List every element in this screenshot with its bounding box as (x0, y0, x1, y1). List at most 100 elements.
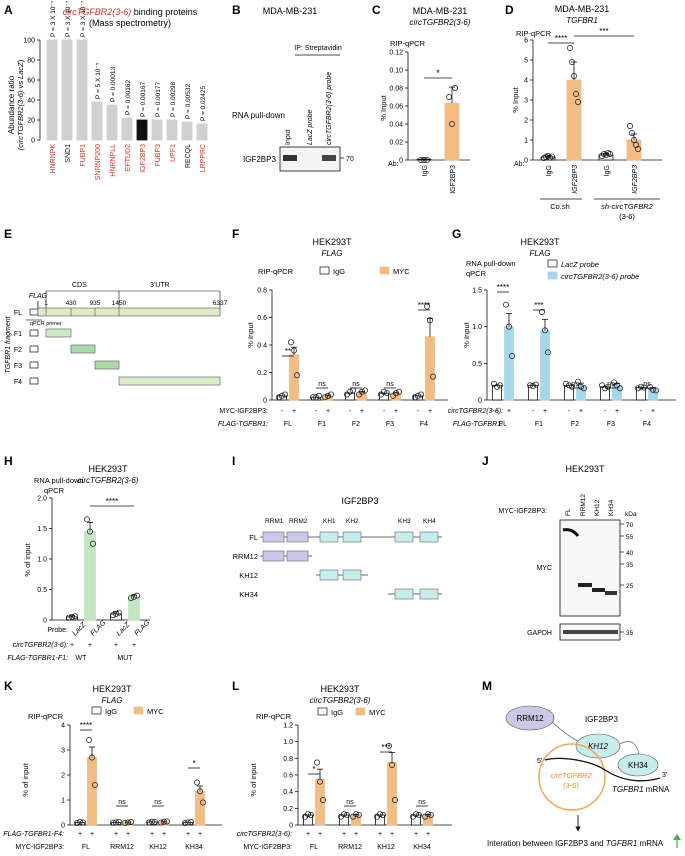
panel-g-data-point (650, 386, 656, 393)
panel-a-category-label: LRPPRC (200, 144, 207, 172)
panel-k-assay: RIP-qPCR (28, 712, 64, 721)
panel-j: J HEK293T MYC-IGF2BP3: FL RRM12 KH12 KH3… (482, 454, 637, 641)
panel-g-data-point (647, 383, 653, 390)
panel-e-fragment-fl (37, 307, 221, 317)
panel-j-lane-rrm12: RRM12 (580, 494, 587, 516)
panel-k-y-tick-label: 0 (61, 823, 65, 830)
panel-g-bar (528, 384, 538, 401)
panel-f-legend-myc: MYC (393, 267, 410, 276)
panel-k-data-point (164, 818, 170, 825)
panel-l-data-point (305, 811, 311, 818)
panel-f-row1-label: MYC-IGF2BP3: (219, 408, 268, 415)
panel-g-legend-swatch-lacz (547, 259, 558, 268)
panel-f-legend-igg: IgG (333, 267, 345, 276)
panel-i-fl-kh4 (419, 531, 439, 543)
panel-a-bar (151, 119, 163, 141)
panel-l-data-point (377, 811, 383, 818)
panel-j-lane-kh12: KH12 (594, 499, 601, 516)
panel-f-bar (425, 336, 435, 401)
panel-l-bar (315, 778, 325, 826)
panel-f-pm-label: - (383, 408, 386, 415)
panel-g-pm-label: - (640, 408, 643, 415)
panel-k-group-label: KH34 (185, 844, 203, 851)
panel-e-label-f2: F2 (14, 347, 22, 354)
panel-f-sig-label: **** (418, 301, 430, 310)
panel-m-mrna-label: TGFBR1 mRNA (612, 785, 670, 794)
panel-d-category-label: IGF2BP3 (632, 165, 639, 194)
panel-k-data-point (197, 788, 203, 795)
panel-c-data-point (421, 157, 427, 163)
panel-g-data-point (653, 387, 659, 394)
panel-a-category-label: RECQL (185, 144, 192, 168)
panel-l-data-point (389, 762, 395, 768)
panel-j-marker-25: 25 (626, 583, 634, 590)
panel-e-utr-label: 3'UTR (150, 282, 170, 289)
panel-i-construct-rrm12: RRM12 (233, 552, 258, 561)
panel-e-fragment-f3 (94, 360, 120, 370)
panel-e-label-f1: F1 (14, 331, 22, 338)
panel-g-pm-label: + (579, 408, 583, 415)
panel-g-sig-label: **** (497, 283, 509, 292)
panel-k-pm-label: + (186, 831, 190, 838)
panel-m-kh12-domain (575, 733, 621, 759)
panel-f-pm-label: + (326, 408, 330, 415)
panel-h-y-tick-label: 0 (43, 618, 47, 625)
panel-f-assay: RIP-qPCR (258, 267, 294, 276)
panel-a-bar (196, 123, 208, 141)
panel-g-data-point (563, 380, 569, 387)
panel-a-ylabel2: (circTGFBR2(3-6) vs LacZ) (16, 59, 25, 150)
panel-a-category-label: SNRNP200 (95, 144, 102, 180)
panel-g-data-point (635, 385, 641, 392)
panel-h: H HEK293T circTGFBR2(3-6) RNA pull-down … (4, 454, 152, 662)
panel-k-data-point (194, 779, 200, 786)
panel-l-pm-label: + (426, 831, 430, 838)
panel-k-sig-label: * (192, 759, 195, 768)
panel-f-data-point (294, 372, 300, 379)
panel-f-group-label: F2 (352, 421, 360, 428)
panel-k-data-point (116, 819, 122, 825)
panel-g-group-label: F1 (535, 421, 543, 428)
panel-f-sig-label: ns (318, 381, 326, 388)
panel-m-kh12-label: KH12 (588, 742, 609, 751)
panel-c-bar (444, 102, 460, 161)
panel-c-y-tick-label: 0.02 (389, 140, 403, 147)
panel-j-lane-fl: FL (565, 508, 572, 516)
panel-f-data-point (282, 391, 288, 398)
panel-k-pm-label: + (126, 831, 130, 838)
panel-g-data-point (494, 383, 500, 390)
panel-i-title: IGF2BP3 (341, 496, 378, 506)
panel-f-bar (323, 395, 333, 401)
panel-a-pvalue-label: P = 5 X 10⁻⁵ (95, 62, 102, 99)
panel-c-y-tick-label: 0.08 (389, 86, 403, 93)
panel-a-bar-chart: 0 20 40 60 80 100 P = 3 X 10⁻⁷ HNRNPK P = 3 X 10… (23, 0, 208, 180)
panel-g-data-point (527, 382, 533, 389)
panel-c-gene: circTGFBR2(3-6) (410, 18, 471, 27)
panel-letter-c: C (372, 3, 381, 17)
panel-l-gene: circTGFBR2(3-6) (310, 696, 371, 705)
panel-h-probe-category: FLAG (89, 619, 107, 637)
panel-g-sig-label: ns (643, 381, 651, 388)
panel-letter-l: L (232, 679, 239, 693)
panel-k-cell-line: HEK293T (92, 684, 132, 694)
panel-g-row1-label: circTGFBR2(3-6): (448, 408, 503, 415)
panel-f-data-point (347, 388, 353, 395)
panel-h-y-tick-label: 0.5 (37, 587, 47, 594)
panel-h-y-tick-label: 1.5 (37, 526, 47, 533)
panel-e-side-label: TGFBR1 fragment (5, 315, 12, 373)
panel-g-assay1: RNA pull-down (466, 259, 516, 268)
panel-f-ylabel: % Input (246, 321, 255, 347)
panel-a-y-tick-label: 20 (27, 118, 35, 125)
panel-g-y-tick-label: 0 (478, 398, 482, 405)
panel-k-sig-label: ns (154, 799, 162, 806)
panel-f-data-point (415, 392, 421, 399)
panel-l-pm-label: + (414, 831, 418, 838)
panel-g-bar (504, 326, 514, 401)
panel-a-pvalue-label: P = 0.00162 (125, 79, 132, 115)
panel-l-legend-swatch-igg (317, 707, 328, 716)
panel-l-bar (303, 814, 313, 826)
panel-l-data-point (416, 812, 422, 818)
panel-f-pm-label: - (315, 408, 318, 415)
panel-f-data-point (350, 387, 356, 394)
panel-k-bar (75, 822, 85, 826)
